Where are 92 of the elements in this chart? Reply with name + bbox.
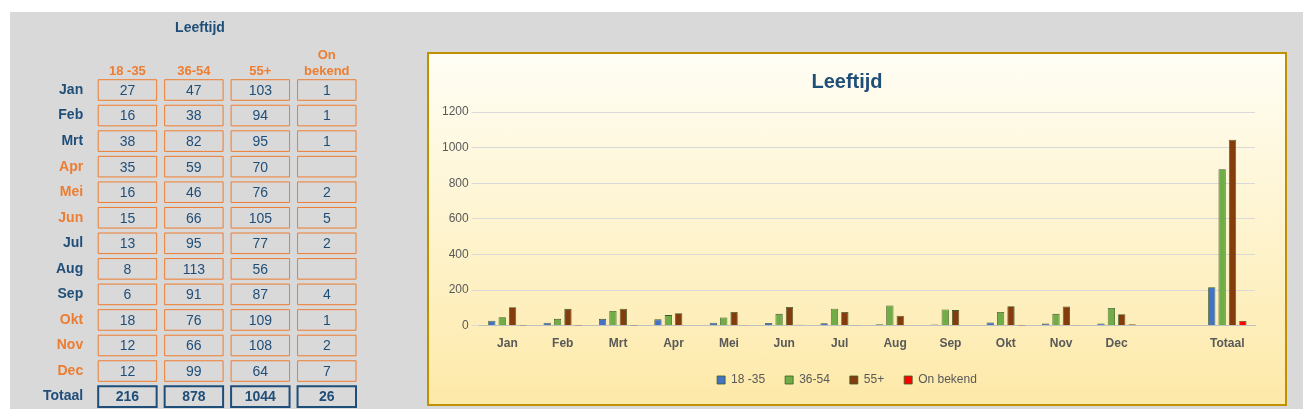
data-label: 38 <box>186 107 202 124</box>
y-tick-label: Jun <box>58 208 84 225</box>
data-label: 15 <box>119 209 136 226</box>
x-tick-label: Apr <box>663 336 685 351</box>
data-label: 38 <box>119 132 136 149</box>
x-tick-label: 55+ <box>249 62 272 78</box>
legend-label: 36-54 <box>799 372 831 387</box>
data-label: 99 <box>186 362 202 379</box>
data-label: 2 <box>322 235 331 252</box>
data-label: 108 <box>248 337 273 354</box>
data-label: 16 <box>119 184 136 201</box>
data-label: 64 <box>252 362 269 379</box>
y-tick-label: Mrt <box>61 131 84 148</box>
data-label: 87 <box>252 286 269 303</box>
y-tick-label: 0 <box>462 317 470 332</box>
data-label: 59 <box>186 158 202 175</box>
y-tick-label: 600 <box>448 211 470 226</box>
data-label: 4 <box>322 286 331 303</box>
x-tick-label: Nov <box>1049 336 1073 351</box>
data-label: 1 <box>322 81 331 98</box>
data-label: 82 <box>186 132 202 149</box>
y-tick-label: Aug <box>55 259 84 276</box>
y-tick-label: 1000 <box>441 139 470 154</box>
data-label: 109 <box>248 311 273 328</box>
data-label: 7 <box>322 362 331 379</box>
x-tick-label: On bekend <box>304 47 350 78</box>
x-tick-label: Totaal <box>1210 336 1245 351</box>
data-label: 16 <box>119 107 136 124</box>
x-tick-label: Aug <box>883 336 907 351</box>
data-label: 46 <box>186 184 202 201</box>
chart-title: Leeftijd <box>811 69 883 92</box>
data-label: 8 <box>123 260 132 277</box>
data-label: 1 <box>322 132 331 149</box>
y-tick-label: Jan <box>59 80 84 97</box>
x-tick-label: 36-54 <box>177 62 212 78</box>
y-tick-label: Mei <box>59 183 84 200</box>
y-tick-label: 200 <box>448 282 470 297</box>
y-tick-label: Jul <box>62 234 84 251</box>
x-tick-label: Mrt <box>608 336 628 351</box>
data-label: 12 <box>119 362 136 379</box>
data-label: 5 <box>322 209 331 226</box>
data-label: 26 <box>318 388 335 405</box>
data-label: 18 <box>119 311 136 328</box>
x-tick-label: Jan <box>497 336 518 351</box>
data-label: 878 <box>182 388 206 405</box>
data-label: 1 <box>322 107 331 124</box>
y-tick-label: 1200 <box>441 104 470 119</box>
data-label: 91 <box>186 286 202 303</box>
data-label: 47 <box>186 81 202 98</box>
data-label: 2 <box>322 337 331 354</box>
y-tick-label: 800 <box>448 175 470 190</box>
data-label: 13 <box>119 235 136 252</box>
y-tick-label: Dec <box>57 361 84 378</box>
y-tick-label: Apr <box>59 157 84 174</box>
data-label: 95 <box>186 235 202 252</box>
legend-label: On bekend <box>918 372 977 387</box>
legend-label: 55+ <box>863 372 885 387</box>
data-label: 2 <box>322 184 331 201</box>
x-tick-label: Feb <box>552 336 574 351</box>
data-label: 66 <box>186 337 202 354</box>
data-label: 76 <box>186 311 202 328</box>
data-label: 1 <box>322 311 331 328</box>
data-label: 56 <box>252 260 269 277</box>
y-tick-label: Sep <box>57 285 84 302</box>
legend-label: 18 -35 <box>731 372 766 387</box>
data-label: 216 <box>115 388 140 405</box>
x-tick-label: 18 -35 <box>108 62 146 78</box>
data-label: 35 <box>119 158 136 175</box>
data-label: 66 <box>186 209 202 226</box>
y-tick-label: Feb <box>58 106 84 123</box>
chart-title: Leeftijd <box>175 19 225 36</box>
data-label: 113 <box>182 260 206 277</box>
data-label: 77 <box>252 235 269 252</box>
data-label: 95 <box>252 132 269 149</box>
data-label: 27 <box>119 81 136 98</box>
data-label: 94 <box>252 107 269 124</box>
data-label: 105 <box>248 209 273 226</box>
data-label: 6 <box>123 286 132 303</box>
data-label: 70 <box>252 158 269 175</box>
y-tick-label: Okt <box>59 310 84 327</box>
data-label: 103 <box>248 81 273 98</box>
data-label: 1044 <box>244 388 277 405</box>
x-tick-label: Okt <box>995 336 1016 351</box>
y-tick-label: 400 <box>448 246 470 261</box>
x-tick-label: Sep <box>939 336 962 351</box>
y-tick-label: Totaal <box>42 387 84 404</box>
x-tick-label: Jun <box>773 336 795 351</box>
x-tick-label: Dec <box>1105 336 1128 351</box>
x-tick-label: Jul <box>830 336 849 351</box>
data-label: 12 <box>119 337 136 354</box>
x-tick-label: Mei <box>718 336 739 351</box>
data-label: 76 <box>252 184 269 201</box>
